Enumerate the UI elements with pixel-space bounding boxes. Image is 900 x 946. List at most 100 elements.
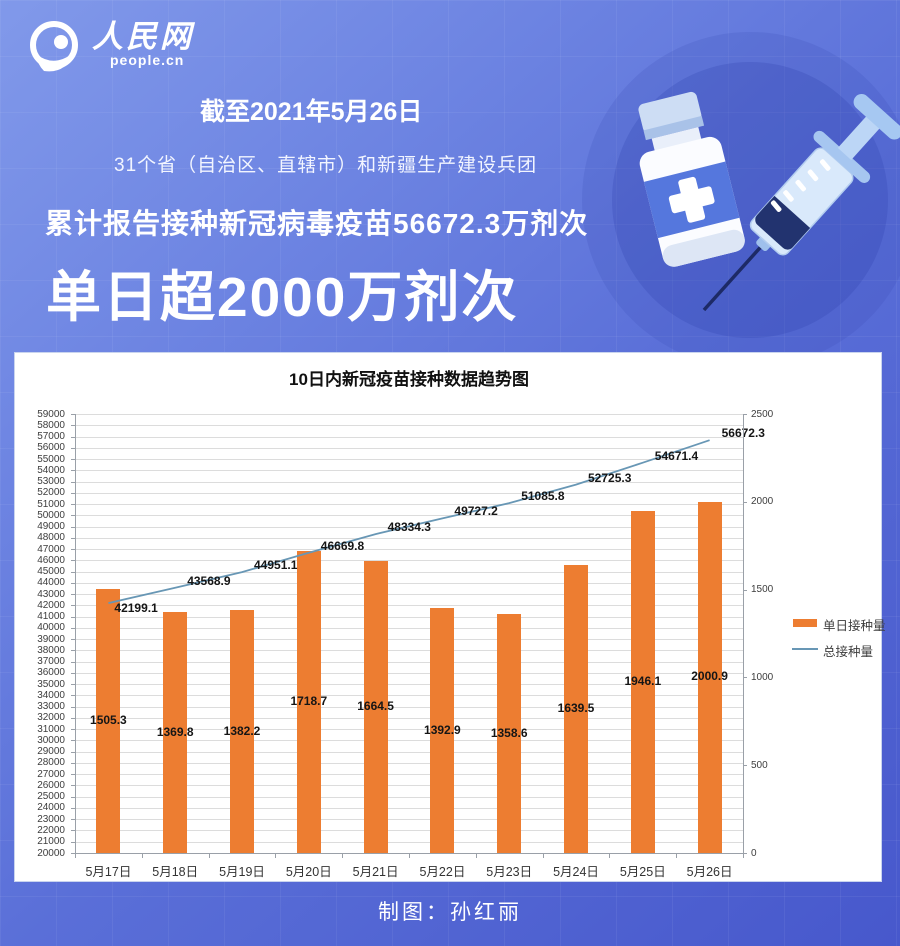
bar-value-label: 1358.6 xyxy=(490,725,528,740)
left-axis-label: 23000 xyxy=(37,813,65,825)
gridline xyxy=(75,605,743,607)
left-axis-tick xyxy=(71,672,75,674)
gridline xyxy=(75,729,743,731)
left-axis-tick xyxy=(71,819,75,821)
line-value-label: 52725.3 xyxy=(588,470,632,485)
left-axis-tick xyxy=(71,639,75,641)
gridline xyxy=(75,819,743,821)
left-axis-tick xyxy=(71,830,75,832)
left-axis-label: 24000 xyxy=(37,802,65,814)
left-axis-label: 49000 xyxy=(37,521,65,533)
left-axis-label: 21000 xyxy=(37,836,65,848)
left-axis-tick xyxy=(71,706,75,708)
gridline xyxy=(75,515,743,517)
bar-value-label: 1664.5 xyxy=(357,698,394,713)
x-axis-label: 5月20日 xyxy=(285,865,332,879)
legend-label: 单日接种量 xyxy=(823,619,886,633)
gridline xyxy=(75,796,743,798)
gridline xyxy=(75,616,743,618)
left-axis-tick xyxy=(71,459,75,461)
left-axis-label: 26000 xyxy=(37,779,65,791)
left-axis-label: 27000 xyxy=(37,768,65,780)
left-axis-tick xyxy=(71,796,75,798)
left-axis-tick xyxy=(71,729,75,731)
x-axis-label: 5月22日 xyxy=(419,865,466,879)
left-axis-tick xyxy=(71,627,75,629)
left-axis-tick xyxy=(71,616,75,618)
left-axis-label: 54000 xyxy=(37,464,65,476)
bar xyxy=(163,612,188,853)
left-axis-tick xyxy=(71,740,75,742)
bar xyxy=(630,511,655,853)
left-axis-tick xyxy=(71,537,75,539)
bar-value-label: 1718.7 xyxy=(290,694,328,709)
right-axis-label: 0 xyxy=(751,847,757,859)
left-axis-tick xyxy=(71,425,75,427)
bar xyxy=(230,610,254,853)
left-axis-label: 39000 xyxy=(37,633,65,645)
x-axis-label: 5月19日 xyxy=(219,865,265,879)
right-axis-label: 500 xyxy=(751,759,768,771)
bar-value-label: 1369.8 xyxy=(156,724,194,739)
right-axis-tick xyxy=(743,853,747,854)
syringe-icon xyxy=(702,94,900,312)
left-axis-tick xyxy=(71,774,75,776)
left-axis-label: 47000 xyxy=(37,543,65,555)
gridline xyxy=(75,740,743,742)
gridline xyxy=(75,661,743,663)
right-axis-tick xyxy=(743,501,747,503)
left-axis-tick xyxy=(71,785,75,787)
right-axis-line xyxy=(743,414,744,853)
chart-panel: 10日内新冠疫苗接种数据趋势图 59000 58000 57000 56000 5500… xyxy=(14,352,886,882)
x-axis-tick xyxy=(609,853,611,858)
gridline xyxy=(75,650,743,652)
left-axis-label: 48000 xyxy=(37,532,65,544)
x-axis-tick xyxy=(676,853,678,858)
left-axis-tick xyxy=(71,661,75,663)
left-axis-label: 20000 xyxy=(37,847,65,859)
x-axis-tick xyxy=(475,853,477,858)
gridline xyxy=(75,841,743,843)
x-axis-label: 5月17日 xyxy=(85,865,132,879)
left-axis-label: 32000 xyxy=(37,712,65,724)
headline-text: 单日超2000万剂次 xyxy=(46,266,519,328)
right-axis-label: 2000 xyxy=(751,496,774,508)
bar-value-label: 1382.2 xyxy=(223,723,261,738)
line-value-label: 54671.4 xyxy=(654,448,699,463)
gridline xyxy=(75,425,743,427)
left-axis-tick xyxy=(71,526,75,528)
line-value-label: 43568.9 xyxy=(187,573,231,588)
x-axis-line xyxy=(75,853,744,854)
bar xyxy=(497,614,522,853)
gridline xyxy=(75,549,743,551)
left-axis-label: 50000 xyxy=(37,509,65,521)
left-axis-label: 35000 xyxy=(37,678,65,690)
right-axis-label: 1500 xyxy=(751,584,774,596)
gridline xyxy=(75,706,743,708)
left-axis-label: 59000 xyxy=(37,408,65,420)
left-axis-tick xyxy=(71,571,75,573)
left-axis-tick xyxy=(71,717,75,719)
left-axis-tick xyxy=(71,436,75,438)
left-axis-tick xyxy=(71,684,75,686)
legend-line-swatch xyxy=(792,648,818,650)
left-axis-label: 22000 xyxy=(37,824,65,836)
left-axis-label: 56000 xyxy=(37,442,65,454)
left-axis-tick xyxy=(71,582,75,584)
x-axis-label: 5月25日 xyxy=(619,865,666,879)
people-cn-logo: 人民网 people.cn xyxy=(28,20,194,76)
x-axis-tick xyxy=(342,853,344,858)
x-axis-tick xyxy=(542,853,544,858)
gridline xyxy=(75,459,743,461)
line-value-label: 44951.1 xyxy=(254,558,298,573)
left-axis-label: 28000 xyxy=(37,757,65,769)
left-axis-tick xyxy=(71,841,75,843)
gridline xyxy=(75,639,743,641)
x-axis-tick xyxy=(75,853,76,858)
left-axis-label: 51000 xyxy=(37,498,65,510)
left-axis-tick xyxy=(71,492,75,494)
line-value-label: 46669.8 xyxy=(320,538,365,553)
gridline xyxy=(75,830,743,832)
people-cn-logo-text: 人民网 people.cn xyxy=(92,20,194,69)
bar-value-label: 1505.3 xyxy=(90,712,127,727)
